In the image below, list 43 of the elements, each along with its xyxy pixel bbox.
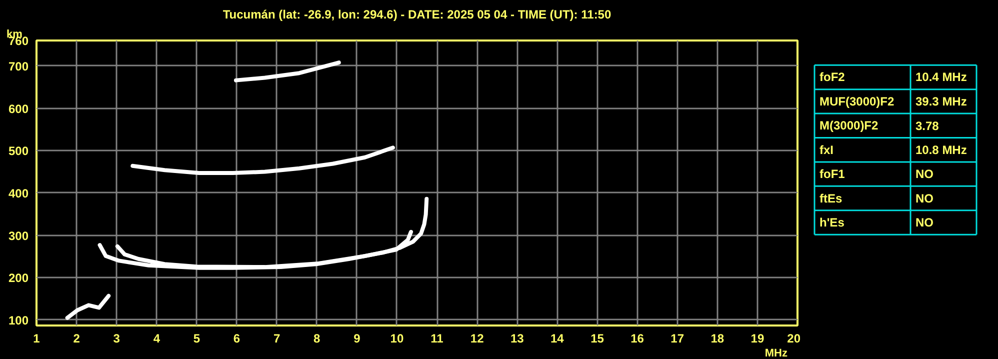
chart-title: Tucumán (lat: -26.9, lon: 294.6) - DATE: 2025 05 04 - TIME (UT): 11:50 [222, 8, 612, 22]
y-tick-label: 500 [8, 144, 29, 158]
x-tick-label: 9 [354, 332, 361, 346]
x-tick-label: 10 [390, 332, 404, 346]
category-label: ftEs [820, 191, 842, 206]
x-tick-label: 15 [590, 332, 604, 346]
text: NO [916, 167, 934, 182]
x-tick-label: 4 [153, 332, 160, 346]
category-label: M(3000)F2 [820, 118, 879, 133]
y-tick-label: 200 [8, 271, 29, 286]
x-tick-label: 17 [670, 332, 684, 346]
text: 10.8 MHz [916, 142, 967, 157]
text: 10.4 MHz [916, 70, 967, 84]
x-tick-label: 18 [710, 332, 724, 346]
y-tick-label: 400 [8, 186, 29, 200]
x-tick-label: 2 [73, 332, 80, 346]
x-tick-label: 11 [430, 332, 444, 346]
category-label: foF1 [820, 167, 846, 182]
x-tick-label: 12 [470, 332, 484, 346]
category-label: foF2 [820, 70, 846, 84]
x-tick-label: 14 [550, 332, 564, 346]
x-tick-label: 8 [314, 332, 321, 346]
category-label: h'Es [820, 215, 845, 230]
y-tick-label: 100 [8, 313, 29, 328]
text: NO [916, 215, 934, 230]
x-tick-label: 16 [630, 332, 644, 346]
y-tick-label: 700 [8, 59, 29, 74]
x-tick-label: 3 [113, 332, 120, 346]
x-axis-title: MHz [764, 348, 788, 359]
x-tick-label: 1 [33, 332, 40, 346]
x-tick-label: 7 [273, 332, 280, 346]
category-label: fxI [820, 142, 834, 157]
x-tick-label: 5 [193, 332, 200, 346]
x-tick-label: 6 [233, 332, 240, 346]
text: 39.3 MHz [916, 94, 967, 108]
x-tick-label: 20 [787, 332, 801, 346]
y-tick-label: 300 [8, 228, 29, 243]
y-tick-label: 600 [8, 102, 29, 116]
x-tick-label: 13 [510, 332, 524, 346]
category-label: MUF(3000)F2 [820, 94, 895, 108]
text: 3.78 [916, 119, 939, 134]
text: NO [916, 191, 934, 206]
x-tick-label: 19 [750, 332, 764, 346]
